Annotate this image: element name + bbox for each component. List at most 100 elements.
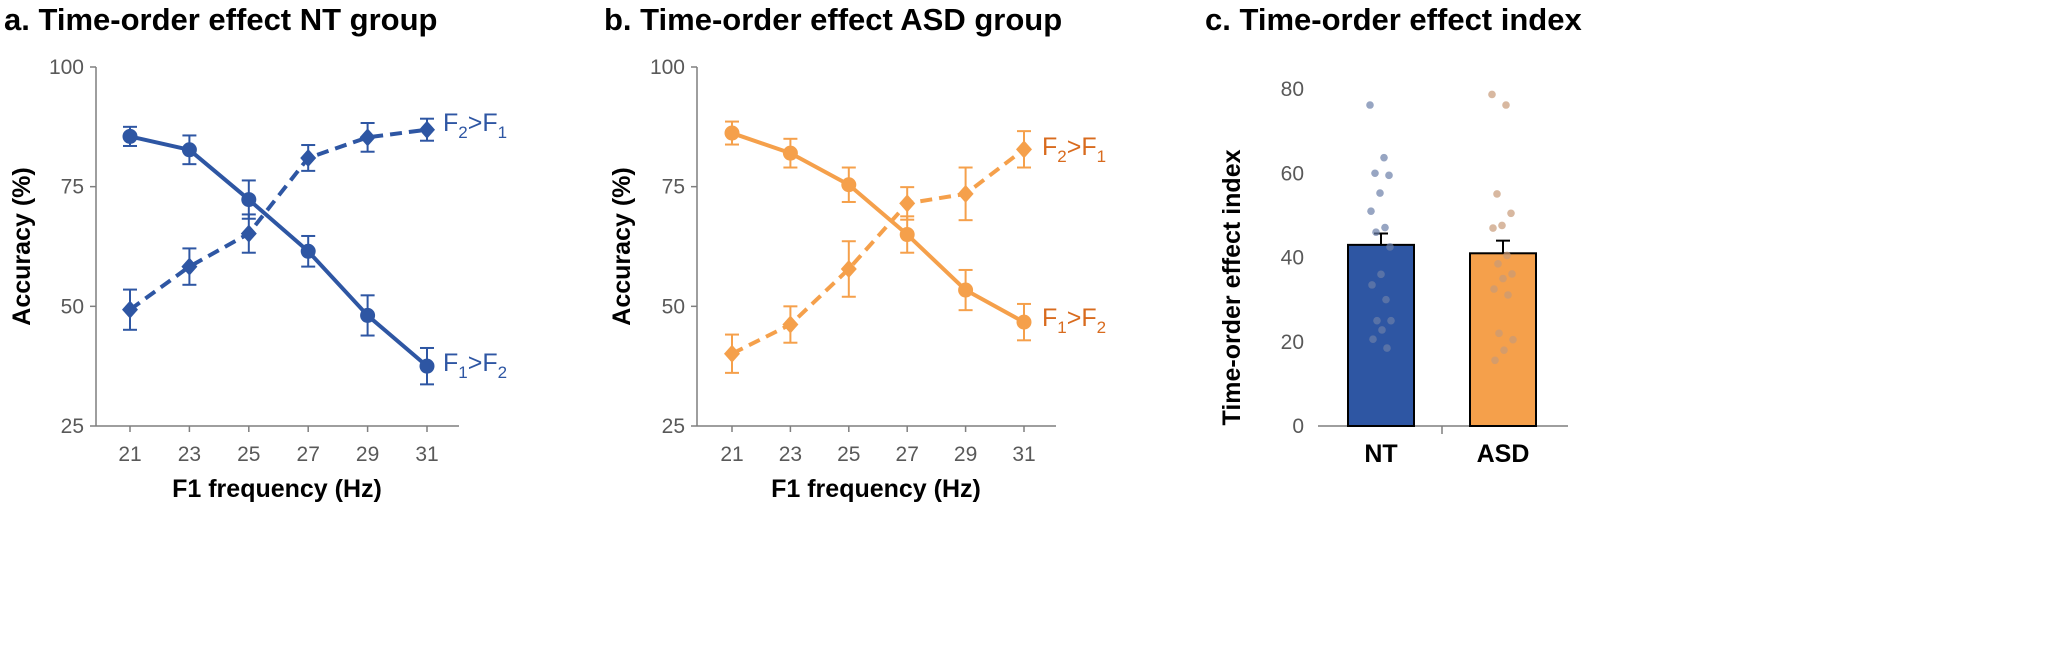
a-y-tick-label: 75	[61, 176, 84, 199]
c-individual-point	[1504, 291, 1512, 299]
series-label-part: >F	[468, 109, 498, 137]
c-individual-point	[1500, 346, 1508, 354]
series-label-part: 2	[1057, 147, 1066, 166]
panel-b-title: b. Time-order effect ASD group	[604, 2, 1063, 37]
c-individual-point	[1499, 274, 1507, 283]
b-point-diamond	[899, 194, 916, 213]
c-individual-point	[1380, 153, 1388, 162]
c-individual-point	[1386, 243, 1394, 251]
b-series-label: F1>F2	[1042, 304, 1106, 337]
panel-a-title: a. Time-order effect NT group	[4, 2, 438, 37]
a-point-diamond	[122, 300, 138, 319]
a-x-tick-label: 21	[118, 443, 141, 466]
series-label-part: F	[443, 349, 458, 377]
b-y-tick-label: 75	[662, 176, 685, 199]
a-y-tick-label: 100	[49, 56, 84, 79]
a-x-axis-label: F1 frequency (Hz)	[172, 475, 382, 503]
b-point-circle	[1016, 314, 1032, 330]
b-x-tick-label: 23	[779, 443, 802, 466]
c-individual-point	[1488, 90, 1496, 99]
a-series-line-f2-gt-f1	[128, 127, 428, 312]
series-label-part: F	[1042, 133, 1057, 161]
b-series-line-f1-gt-f2	[731, 131, 1025, 324]
b-point-diamond	[724, 344, 740, 363]
series-label-part: >F	[468, 349, 498, 377]
a-point-diamond	[419, 120, 435, 139]
series-label-part: 1	[1097, 147, 1106, 166]
c-individual-point	[1509, 335, 1517, 344]
a-point-circle	[360, 307, 376, 323]
series-label-part: 1	[498, 123, 507, 142]
b-y-tick-label: 25	[662, 415, 685, 438]
c-individual-point	[1366, 101, 1374, 109]
c-individual-point	[1378, 326, 1386, 334]
c-individual-point	[1371, 169, 1379, 178]
c-individual-point	[1498, 221, 1506, 230]
b-point-diamond	[957, 184, 974, 203]
b-point-circle	[782, 145, 798, 161]
b-point-circle	[958, 282, 974, 298]
a-x-tick-label: 29	[356, 443, 379, 466]
c-individual-point	[1490, 285, 1498, 293]
c-x-tick-label: ASD	[1477, 440, 1530, 468]
b-y-axis-label: Accuracy (%)	[608, 167, 636, 325]
a-x-tick-label: 25	[237, 443, 260, 466]
b-y-tick-label: 50	[662, 295, 685, 318]
c-individual-point	[1387, 316, 1395, 325]
c-y-tick-label: 40	[1281, 247, 1304, 270]
c-individual-point	[1489, 224, 1497, 232]
series-label-part: 1	[458, 363, 467, 382]
series-label-part: 2	[458, 123, 467, 142]
a-x-tick-label: 27	[297, 443, 320, 466]
c-individual-point	[1368, 281, 1376, 289]
a-x-tick-label: 31	[415, 443, 438, 466]
series-label-part: 1	[1057, 318, 1066, 337]
c-individual-point	[1491, 356, 1499, 365]
b-point-diamond	[1016, 140, 1032, 159]
c-individual-point	[1494, 260, 1502, 268]
b-series-label: F2>F1	[1042, 133, 1106, 166]
series-label-part: F	[443, 109, 458, 137]
panel-c-title: c. Time-order effect index	[1205, 2, 1582, 37]
c-individual-point	[1376, 189, 1384, 197]
series-label-part: >F	[1067, 304, 1097, 332]
series-label-part: >F	[1067, 133, 1097, 161]
c-individual-point	[1381, 223, 1389, 232]
a-point-circle	[181, 142, 197, 158]
a-point-circle	[419, 358, 435, 374]
c-y-tick-label: 60	[1281, 162, 1304, 185]
c-y-tick-label: 80	[1281, 78, 1304, 101]
a-y-tick-label: 50	[61, 295, 84, 318]
c-individual-point	[1372, 228, 1380, 237]
series-label-part: F	[1042, 304, 1057, 332]
a-point-circle	[122, 128, 138, 144]
c-individual-point	[1502, 101, 1510, 109]
b-point-diamond	[840, 259, 857, 278]
b-point-circle	[724, 125, 740, 141]
b-point-diamond	[782, 315, 799, 334]
c-x-tick-label: NT	[1364, 440, 1397, 468]
c-individual-point	[1367, 207, 1375, 215]
c-individual-point	[1493, 190, 1501, 198]
b-x-tick-label: 27	[896, 443, 919, 466]
a-series-label: F2>F1	[443, 109, 507, 142]
c-individual-point	[1382, 295, 1390, 304]
a-point-diamond	[359, 128, 376, 147]
c-individual-point	[1369, 335, 1377, 344]
b-y-tick-label: 100	[650, 56, 685, 79]
a-point-diamond	[300, 148, 317, 167]
c-y-tick-label: 20	[1281, 331, 1304, 354]
c-individual-point	[1385, 171, 1393, 180]
c-y-tick-label: 0	[1292, 415, 1304, 438]
c-individual-point	[1495, 329, 1503, 338]
c-individual-point	[1507, 209, 1515, 218]
a-series-line-f1-gt-f2	[129, 134, 429, 368]
a-y-axis-label: Accuracy (%)	[8, 167, 36, 325]
b-x-tick-label: 25	[837, 443, 860, 466]
a-point-circle	[241, 192, 257, 208]
c-individual-point	[1383, 344, 1391, 352]
b-x-tick-label: 29	[954, 443, 977, 466]
b-point-circle	[841, 177, 857, 193]
c-y-axis-label: Time-order effect index	[1218, 149, 1246, 425]
